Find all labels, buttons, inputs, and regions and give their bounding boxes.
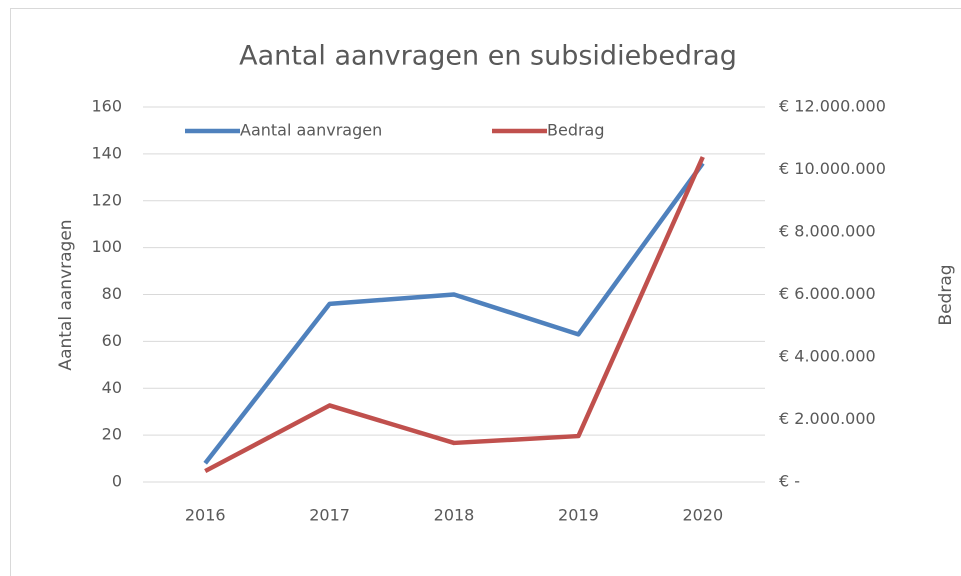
chart-title: Aantal aanvragen en subsidiebedrag bbox=[239, 41, 737, 72]
y-tick-label: 160 bbox=[91, 97, 122, 116]
x-tick-label: 2018 bbox=[434, 506, 475, 525]
y-tick-label: 100 bbox=[91, 237, 122, 256]
y-tick-label: 60 bbox=[102, 331, 122, 350]
x-tick-label: 2019 bbox=[558, 506, 599, 525]
legend-label: Bedrag bbox=[547, 121, 605, 140]
x-tick-label: 2020 bbox=[682, 506, 723, 525]
legend-label: Aantal aanvragen bbox=[240, 121, 382, 140]
y-tick-label: 80 bbox=[102, 284, 122, 303]
y-tick-label: 20 bbox=[102, 425, 122, 444]
y2-tick-label: € 6.000.000 bbox=[779, 284, 876, 303]
series-line bbox=[204, 156, 705, 474]
y-tick-label: 0 bbox=[112, 472, 122, 491]
x-tick-label: 2017 bbox=[309, 506, 350, 525]
y2-tick-label: € 12.000.000 bbox=[779, 97, 886, 116]
y2-tick-label: € 10.000.000 bbox=[779, 159, 886, 178]
chart-frame bbox=[10, 8, 961, 576]
y-tick-label: 140 bbox=[91, 143, 122, 162]
y-tick-label: 120 bbox=[91, 190, 122, 209]
y-tick-label: 40 bbox=[102, 378, 122, 397]
y-axis-title: Aantal aanvragen bbox=[56, 219, 76, 370]
y2-tick-label: € - bbox=[779, 472, 800, 491]
y2-tick-label: € 4.000.000 bbox=[779, 347, 876, 366]
y2-axis-title: Bedrag bbox=[936, 264, 956, 325]
series-line bbox=[203, 161, 705, 465]
y2-tick-label: € 2.000.000 bbox=[779, 409, 876, 428]
x-tick-label: 2016 bbox=[185, 506, 226, 525]
y2-tick-label: € 8.000.000 bbox=[779, 222, 876, 241]
